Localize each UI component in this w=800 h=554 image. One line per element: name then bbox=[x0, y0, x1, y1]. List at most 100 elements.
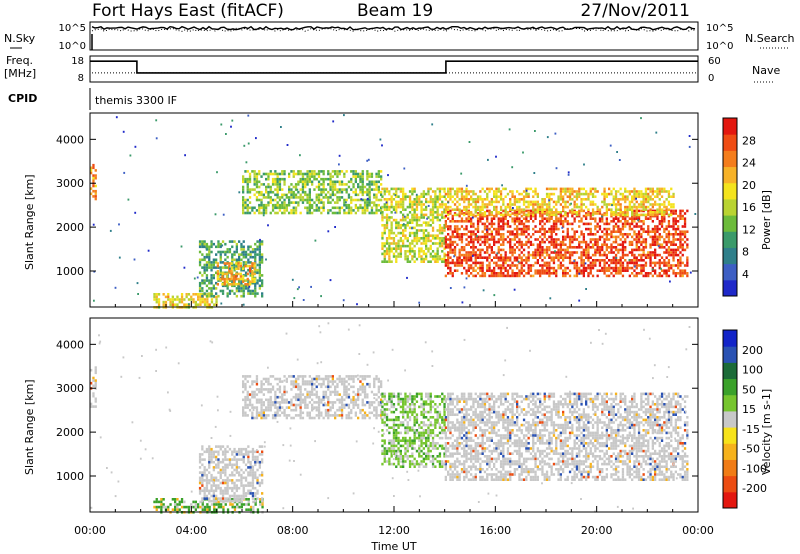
echo-cell bbox=[493, 205, 496, 209]
echo-cell bbox=[331, 188, 334, 191]
echo-cell bbox=[411, 255, 414, 258]
echo-cell bbox=[308, 211, 311, 215]
echo-cell bbox=[223, 283, 226, 286]
echo-cell bbox=[299, 170, 302, 173]
echo-cell bbox=[306, 172, 309, 176]
echo-cell bbox=[654, 272, 657, 275]
echo-cell bbox=[301, 183, 305, 186]
echo-cell bbox=[474, 246, 477, 249]
echo-cell bbox=[221, 481, 225, 485]
echo-cell bbox=[201, 499, 204, 503]
echo-cell bbox=[460, 225, 464, 228]
echo-cell bbox=[545, 269, 549, 272]
echo-cell bbox=[640, 220, 643, 223]
echo-cell bbox=[679, 243, 682, 246]
echo-cell bbox=[375, 188, 378, 191]
echo-cell bbox=[267, 175, 270, 178]
echo-cell bbox=[262, 377, 265, 381]
echo-cell bbox=[406, 237, 409, 240]
echo-cell bbox=[619, 205, 622, 209]
echo-cell bbox=[591, 213, 595, 217]
echo-cell bbox=[458, 227, 461, 231]
echo-cell bbox=[642, 246, 645, 249]
echo-cell bbox=[681, 214, 684, 218]
echo-cell bbox=[313, 188, 316, 191]
echo-cell bbox=[591, 259, 595, 262]
echo-cell bbox=[271, 198, 275, 202]
echo-cell bbox=[476, 248, 480, 252]
echo-cell bbox=[603, 190, 606, 193]
echo-cell bbox=[324, 188, 328, 191]
echo-cell bbox=[311, 393, 314, 396]
echo-cell bbox=[155, 508, 158, 511]
echo-cell bbox=[352, 183, 355, 186]
echo-cell bbox=[231, 463, 234, 467]
echo-cell bbox=[271, 385, 275, 389]
echo-cell bbox=[665, 256, 668, 259]
echo-cell bbox=[395, 250, 398, 253]
echo-cell bbox=[422, 257, 425, 261]
echo-cell bbox=[317, 377, 321, 381]
echo-cell bbox=[228, 264, 231, 268]
echo-cell bbox=[225, 272, 229, 276]
echo-speckle bbox=[184, 154, 186, 157]
echo-cell bbox=[486, 203, 489, 206]
echo-cell bbox=[520, 214, 523, 218]
echo-cell bbox=[562, 208, 565, 211]
echo-cell bbox=[157, 300, 161, 304]
echo-cell bbox=[208, 471, 211, 474]
echo-cell bbox=[383, 216, 386, 219]
echo-cell bbox=[463, 256, 466, 259]
echo-cell bbox=[248, 196, 252, 199]
echo-cell bbox=[427, 200, 430, 204]
echo-cell bbox=[254, 289, 257, 293]
echo-cell bbox=[288, 188, 291, 191]
echo-cell bbox=[385, 242, 389, 245]
echo-cell bbox=[162, 293, 165, 296]
echo-cell bbox=[345, 183, 348, 186]
echo-cell bbox=[619, 272, 622, 275]
echo-cell bbox=[247, 450, 250, 454]
echo-cell bbox=[444, 235, 447, 239]
echo-cell bbox=[285, 398, 288, 402]
echo-cell bbox=[499, 198, 503, 201]
echo-cell bbox=[564, 235, 567, 239]
echo-cell bbox=[347, 180, 351, 184]
echo-cell bbox=[472, 205, 475, 209]
echo-cell bbox=[605, 233, 608, 236]
echo-cell bbox=[357, 193, 360, 197]
echo-cell bbox=[238, 450, 241, 454]
echo-cell bbox=[488, 243, 491, 246]
echo-cell bbox=[224, 479, 227, 482]
echo-cell bbox=[493, 200, 496, 204]
echo-cell bbox=[656, 213, 659, 217]
echo-cell bbox=[624, 213, 627, 217]
echo-cell bbox=[605, 246, 608, 249]
echo-cell bbox=[608, 259, 611, 262]
echo-cell bbox=[674, 274, 677, 278]
echo-cell bbox=[598, 248, 602, 252]
echo-cell bbox=[322, 393, 325, 396]
echo-cell bbox=[449, 190, 452, 193]
echo-cell bbox=[336, 170, 339, 173]
echo-cell bbox=[380, 170, 383, 173]
echo-cell bbox=[637, 230, 641, 233]
echo-cell bbox=[624, 200, 627, 204]
echo-cell bbox=[649, 259, 652, 262]
echo-speckle bbox=[411, 227, 413, 230]
echo-cell bbox=[226, 486, 229, 490]
echo-cell bbox=[525, 235, 528, 239]
echo-cell bbox=[559, 256, 562, 259]
echo-cell bbox=[431, 218, 435, 222]
echo-cell bbox=[258, 258, 261, 262]
echo-speckle bbox=[242, 303, 245, 306]
echo-cell bbox=[481, 264, 484, 267]
echo-cell bbox=[451, 243, 454, 246]
echo-cell bbox=[283, 385, 286, 389]
echo-cell bbox=[509, 213, 512, 217]
echo-cell bbox=[388, 242, 391, 245]
echo-cell bbox=[497, 227, 500, 231]
echo-cell bbox=[244, 253, 248, 256]
echo-cell bbox=[212, 287, 215, 290]
echo-cell bbox=[582, 192, 585, 196]
